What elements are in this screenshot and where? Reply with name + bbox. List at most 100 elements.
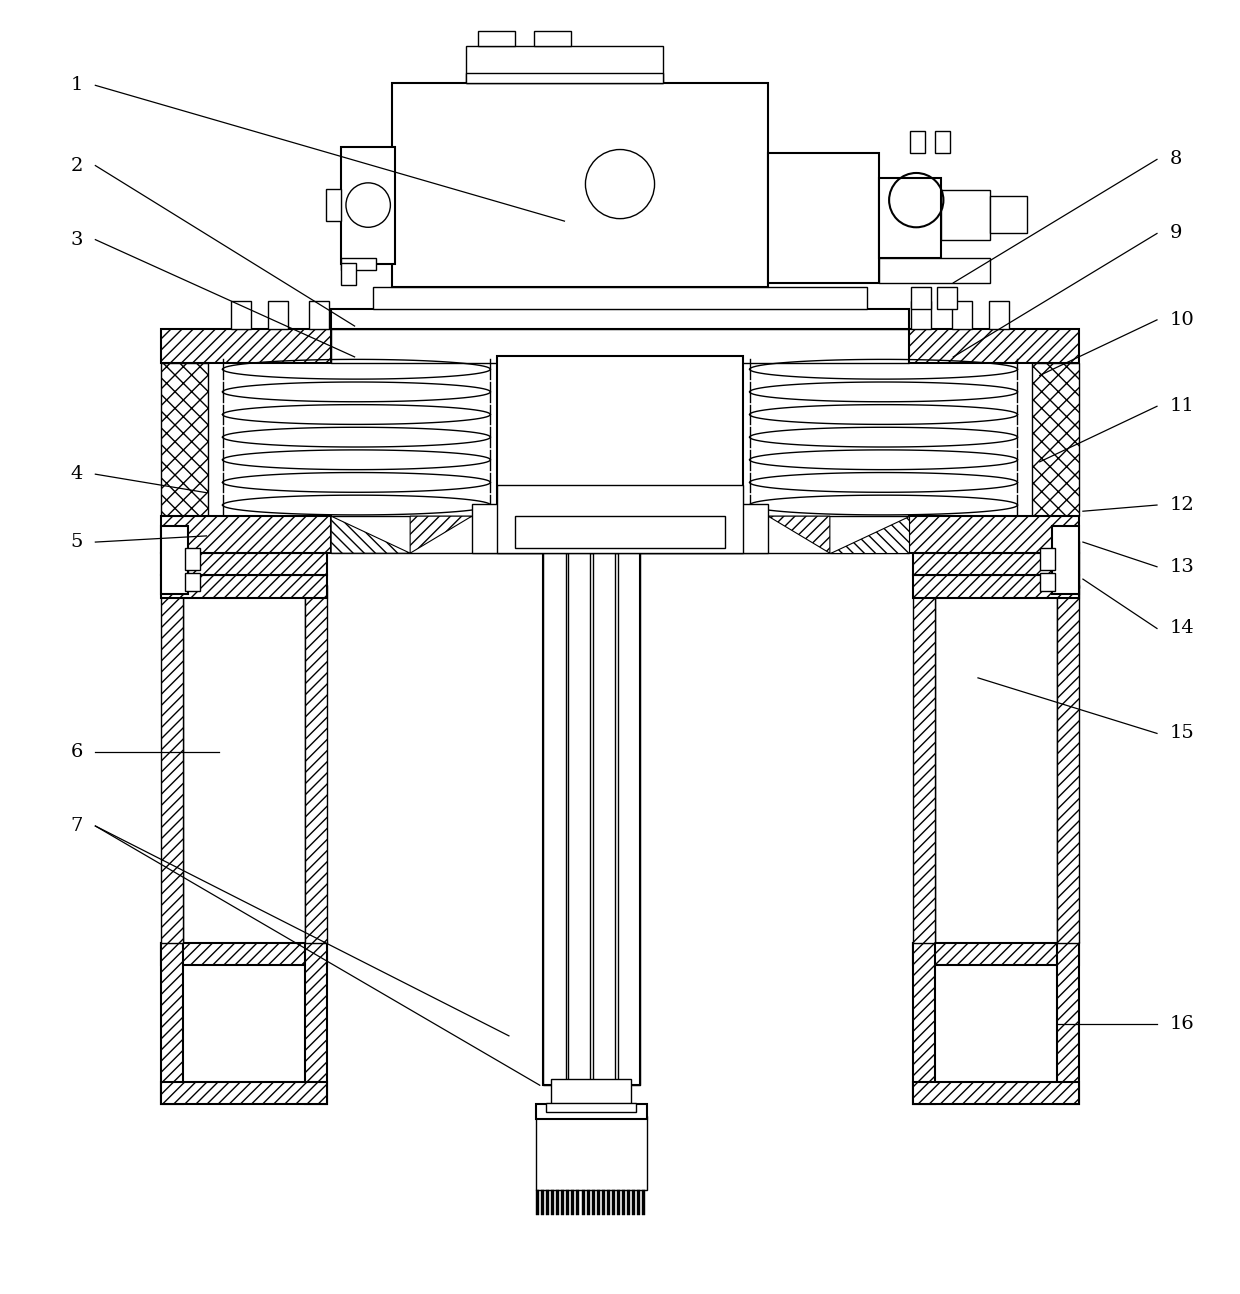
Text: 15: 15 xyxy=(1169,725,1194,743)
Bar xyxy=(1039,573,1054,591)
Bar xyxy=(937,286,957,309)
Bar xyxy=(935,131,950,153)
Bar xyxy=(331,329,909,364)
Bar xyxy=(618,549,640,1086)
Text: 14: 14 xyxy=(1169,620,1194,638)
Text: 10: 10 xyxy=(1169,311,1194,329)
Bar xyxy=(1039,549,1054,571)
Bar xyxy=(1056,585,1079,943)
Bar xyxy=(768,153,879,283)
Bar xyxy=(161,576,327,598)
Polygon shape xyxy=(768,516,830,553)
Bar xyxy=(466,72,663,83)
Bar xyxy=(557,1190,559,1215)
Bar xyxy=(562,1190,564,1215)
Text: 5: 5 xyxy=(71,533,83,551)
Bar xyxy=(496,356,744,516)
Bar xyxy=(577,1190,579,1215)
Text: 13: 13 xyxy=(1169,558,1194,576)
Bar xyxy=(913,943,1079,965)
Bar xyxy=(552,1190,554,1215)
Bar xyxy=(591,1190,595,1215)
Bar xyxy=(601,1190,605,1215)
Bar xyxy=(466,45,663,83)
Bar xyxy=(909,516,1079,553)
Bar xyxy=(911,286,931,309)
Bar xyxy=(587,1190,589,1215)
Bar xyxy=(642,1190,645,1215)
Bar xyxy=(161,585,184,943)
Bar xyxy=(546,1190,549,1215)
Bar xyxy=(913,943,935,1104)
Bar xyxy=(161,364,207,516)
Polygon shape xyxy=(830,516,909,553)
Bar xyxy=(632,1190,635,1215)
Bar xyxy=(567,1190,569,1215)
Bar xyxy=(879,258,991,283)
Bar xyxy=(593,549,615,1086)
Bar xyxy=(879,177,941,258)
Bar xyxy=(268,302,288,329)
Bar xyxy=(305,585,327,943)
Bar xyxy=(913,553,1079,576)
Bar xyxy=(161,541,188,587)
Bar xyxy=(496,485,744,553)
Bar xyxy=(341,148,396,264)
Bar xyxy=(331,309,909,329)
Bar xyxy=(582,1190,584,1215)
Bar xyxy=(309,302,329,329)
Bar xyxy=(326,189,341,221)
Bar xyxy=(373,286,867,309)
Text: 11: 11 xyxy=(1169,397,1194,415)
Bar xyxy=(536,1117,647,1190)
Bar xyxy=(161,329,331,364)
Bar xyxy=(935,965,1056,1082)
Text: 3: 3 xyxy=(71,230,83,248)
Bar xyxy=(941,190,991,239)
Bar xyxy=(184,585,305,943)
Bar xyxy=(341,258,376,270)
Bar xyxy=(990,302,1009,329)
Bar xyxy=(546,1102,636,1113)
Bar xyxy=(186,573,201,591)
Text: 16: 16 xyxy=(1169,1014,1194,1033)
Bar xyxy=(472,503,768,553)
Bar xyxy=(935,585,1056,943)
Bar xyxy=(479,31,515,45)
Text: 8: 8 xyxy=(1169,150,1182,168)
Polygon shape xyxy=(331,516,410,553)
Bar xyxy=(568,549,590,1086)
Bar xyxy=(161,943,327,965)
Bar xyxy=(161,553,327,576)
Bar xyxy=(909,329,1079,364)
Text: 7: 7 xyxy=(71,817,83,835)
Bar xyxy=(913,1082,1079,1104)
Text: 2: 2 xyxy=(71,157,83,175)
Bar xyxy=(991,197,1028,233)
Bar xyxy=(161,527,188,594)
Bar xyxy=(305,943,327,1104)
Bar xyxy=(541,1190,544,1215)
Text: 12: 12 xyxy=(1169,496,1194,514)
Bar xyxy=(543,549,565,1086)
Text: 9: 9 xyxy=(1169,224,1182,242)
Bar xyxy=(572,1190,574,1215)
Text: 1: 1 xyxy=(71,76,83,94)
Bar xyxy=(913,576,1079,598)
Bar xyxy=(392,83,768,286)
Bar xyxy=(1056,943,1079,1104)
Bar xyxy=(616,1190,620,1215)
Bar xyxy=(1052,527,1079,594)
Bar xyxy=(536,1190,539,1215)
Bar xyxy=(161,1082,327,1104)
Bar xyxy=(536,1104,647,1118)
Bar xyxy=(596,1190,600,1215)
Bar xyxy=(161,516,331,553)
Bar xyxy=(543,549,640,1086)
Bar xyxy=(184,965,305,1082)
Bar xyxy=(161,943,184,1104)
Bar xyxy=(515,516,725,549)
Bar xyxy=(1052,541,1079,587)
Bar xyxy=(637,1190,640,1215)
Bar xyxy=(913,585,935,943)
